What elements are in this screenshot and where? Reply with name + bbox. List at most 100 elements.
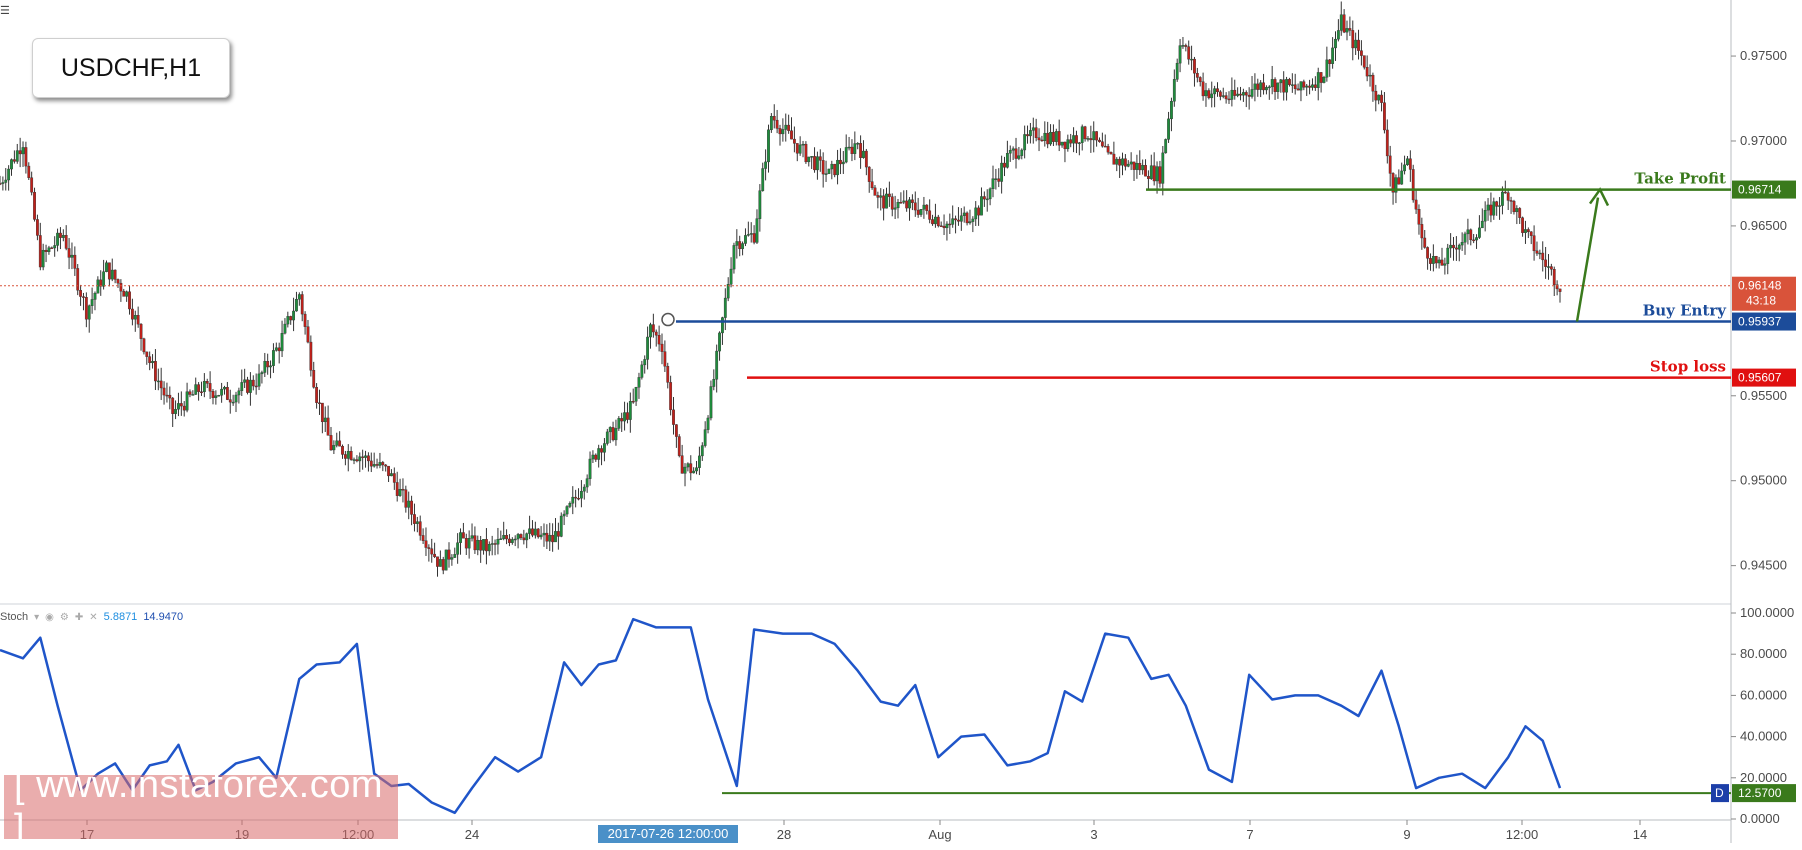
stoch-visibility-icon[interactable]: ◉ [45,611,54,623]
candle-body [372,464,376,467]
candle-body [269,365,272,368]
candle-body [1348,28,1352,31]
candle-body [603,443,606,453]
candle-body [84,297,88,320]
candle-body [421,535,425,541]
candle-body [991,178,995,190]
candle-body [502,535,506,539]
candle-body [1406,158,1409,166]
candle-body [741,243,744,250]
symbol-title: USDCHF,H1 [32,38,230,98]
candle-body [1308,85,1311,88]
candle-body [723,297,727,318]
candle-body [185,391,189,411]
candle-body [772,116,776,121]
candle-body [577,497,580,500]
candle-body [876,195,880,198]
stoch-settings-icon[interactable]: ⚙ [59,611,69,623]
candle-body [1282,79,1286,93]
candle-body [1492,201,1496,216]
candle-body [910,199,914,203]
candle-body [214,395,218,398]
candle-body [585,478,589,488]
candle-body [1077,142,1081,144]
candle-body [669,382,673,411]
candle-body [1429,258,1432,264]
candle-body [139,323,143,339]
candle-body [436,556,439,567]
candle-body [816,156,819,171]
candle-body [50,247,54,249]
candle-body [735,241,739,246]
candle-body [775,119,779,129]
candle-body [323,417,327,423]
candle-body [18,150,22,155]
stoch-add-icon[interactable]: ✚ [74,611,84,623]
candle-body [1155,166,1159,182]
candle-body [30,177,34,193]
candle-body [833,163,837,176]
candle-body [378,462,382,466]
candle-body [1034,127,1038,138]
candle-body [438,559,442,567]
candle-body [1204,90,1208,97]
candle-body [836,159,839,176]
candle-body [67,248,71,258]
candle-body [1241,92,1245,96]
candle-body [721,317,724,334]
candle-body [1123,158,1127,167]
candle-body [1325,59,1329,78]
candle-body [1423,237,1427,248]
candle-body [1103,145,1107,148]
candle-body [464,537,468,549]
candle-body [1193,58,1196,74]
candle-body [1368,74,1372,77]
candle-body [1313,84,1317,88]
candle-body [415,521,419,524]
candle-body [646,336,650,360]
candle-body [1011,148,1015,151]
candle-body [1302,81,1306,88]
candle-body [343,454,347,459]
candle-body [473,535,477,551]
candle-body [243,379,247,383]
menu-icon[interactable]: ☰ [0,5,10,17]
candle-body [893,207,897,210]
candle-body [1342,14,1346,33]
candle-body [1328,59,1332,64]
candle-body [1426,247,1430,259]
candle-body [1239,93,1242,96]
time-tick-label: 9 [1403,827,1410,842]
candle-body [902,200,906,203]
candle-body [427,547,431,549]
candle-body [154,361,157,382]
candle-body [119,282,123,292]
candle-body [237,390,241,396]
candle-body [1164,139,1168,154]
candle-body [349,451,353,460]
level-label-take_profit: Take Profit [1634,170,1726,188]
candle-body [1374,90,1378,101]
candle-body [824,173,828,175]
candle-body [263,361,267,373]
stoch-dropdown-icon[interactable]: ▾ [34,611,40,623]
candle-body [300,294,304,315]
candle-body [1075,135,1078,144]
candle-body [994,178,998,180]
candle-body [1357,39,1360,51]
candle-body [1521,217,1524,233]
candle-body [1498,205,1501,207]
candle-body [1017,155,1021,159]
candle-body [651,324,655,333]
candle-body [790,130,793,140]
candle-body [274,347,278,351]
candle-body [1057,131,1061,146]
candle-body [1256,83,1260,90]
stoch-close-icon[interactable]: ✕ [89,611,98,623]
candle-body [461,532,465,539]
candle-body [1270,79,1274,88]
watermark: [ www.instaforex.com ] [4,764,398,849]
candle-body [922,204,926,210]
candles [0,1,1562,577]
